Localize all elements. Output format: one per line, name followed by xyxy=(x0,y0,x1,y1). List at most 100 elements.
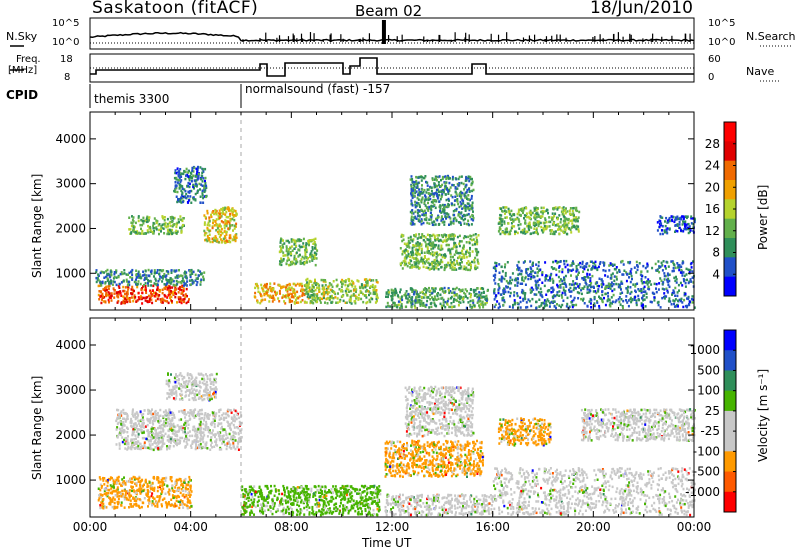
data-cell xyxy=(423,188,426,192)
data-cell xyxy=(441,203,444,207)
data-cell xyxy=(317,286,320,290)
data-cell xyxy=(282,254,285,257)
data-cell xyxy=(361,284,363,288)
data-cell xyxy=(164,287,167,291)
data-cell xyxy=(552,279,555,283)
data-cell xyxy=(151,289,154,293)
data-cell xyxy=(535,215,538,219)
data-cell xyxy=(509,217,512,220)
data-cell xyxy=(450,194,453,197)
data-cell xyxy=(527,222,530,226)
data-cell xyxy=(421,196,424,199)
data-cell xyxy=(166,280,169,283)
data-cell xyxy=(113,501,116,505)
data-cell xyxy=(592,261,595,265)
data-cell xyxy=(431,296,433,299)
data-cell xyxy=(684,223,687,227)
data-cell xyxy=(690,215,693,218)
data-cell xyxy=(282,285,285,288)
data-cell xyxy=(508,305,511,308)
data-cell xyxy=(201,184,204,187)
data-cell xyxy=(452,238,455,241)
data-cell xyxy=(535,206,537,209)
data-cell xyxy=(527,224,530,228)
data-cell xyxy=(413,304,416,307)
data-cell xyxy=(433,245,436,249)
data-cell xyxy=(117,479,120,483)
data-cell xyxy=(412,244,415,247)
data-cell xyxy=(675,303,678,307)
data-cell xyxy=(629,270,632,273)
data-cell xyxy=(307,297,310,300)
data-cell xyxy=(604,292,607,296)
data-cell xyxy=(137,280,140,283)
data-cell xyxy=(564,209,567,212)
data-cell xyxy=(168,503,170,506)
data-cell xyxy=(272,297,274,300)
data-cell xyxy=(538,269,541,272)
data-cell xyxy=(179,499,182,502)
data-cell xyxy=(625,287,628,290)
data-cell xyxy=(99,295,102,298)
data-cell xyxy=(447,261,450,265)
data-cell xyxy=(536,279,539,283)
data-cell xyxy=(521,277,524,280)
data-cell xyxy=(572,288,575,292)
data-cell xyxy=(415,265,418,268)
data-cell xyxy=(540,229,543,232)
data-cell xyxy=(137,216,140,220)
data-cell xyxy=(485,299,488,302)
data-cell xyxy=(681,223,684,226)
data-cell xyxy=(467,251,470,254)
data-cell xyxy=(589,260,592,263)
data-cell xyxy=(565,232,568,236)
data-cell xyxy=(184,270,186,274)
data-cell xyxy=(189,270,192,273)
data-cell xyxy=(471,260,473,264)
data-cell xyxy=(409,178,412,181)
data-cell xyxy=(177,291,180,294)
data-cell xyxy=(176,301,178,304)
data-cell xyxy=(549,229,552,232)
data-cell xyxy=(116,500,119,504)
data-cell xyxy=(113,296,116,299)
data-cell xyxy=(453,291,456,294)
data-cell xyxy=(175,279,178,283)
data-cell xyxy=(465,241,468,244)
data-cell xyxy=(617,283,620,286)
data-cell xyxy=(460,204,463,207)
data-cell xyxy=(575,216,578,219)
data-cell xyxy=(362,292,364,296)
data-cell xyxy=(425,180,427,184)
data-cell xyxy=(284,302,287,305)
data-cell xyxy=(234,239,237,243)
data-cell xyxy=(111,490,114,493)
data-cell xyxy=(429,197,432,201)
data-cell xyxy=(158,223,161,226)
data-cell xyxy=(686,223,689,226)
data-cell xyxy=(369,285,372,288)
data-cell xyxy=(418,215,421,218)
data-cell xyxy=(468,254,471,257)
data-cell xyxy=(211,226,214,230)
data-cell xyxy=(441,183,444,187)
data-cell xyxy=(561,282,564,285)
data-cell xyxy=(484,297,487,301)
data-cell xyxy=(292,287,295,291)
data-cell xyxy=(234,234,237,237)
data-cell xyxy=(558,285,561,289)
data-cell xyxy=(203,195,206,198)
data-cell xyxy=(310,250,313,253)
data-cell xyxy=(418,233,421,236)
data-cell xyxy=(523,230,526,233)
data-cell xyxy=(653,292,656,296)
data-cell xyxy=(368,293,370,297)
data-cell xyxy=(560,225,563,228)
data-cell xyxy=(535,208,538,212)
data-cell xyxy=(412,189,415,192)
data-cell xyxy=(574,286,577,290)
data-cell xyxy=(446,212,449,215)
data-cell xyxy=(307,290,310,293)
data-cell xyxy=(270,296,273,299)
data-cell xyxy=(436,195,439,198)
